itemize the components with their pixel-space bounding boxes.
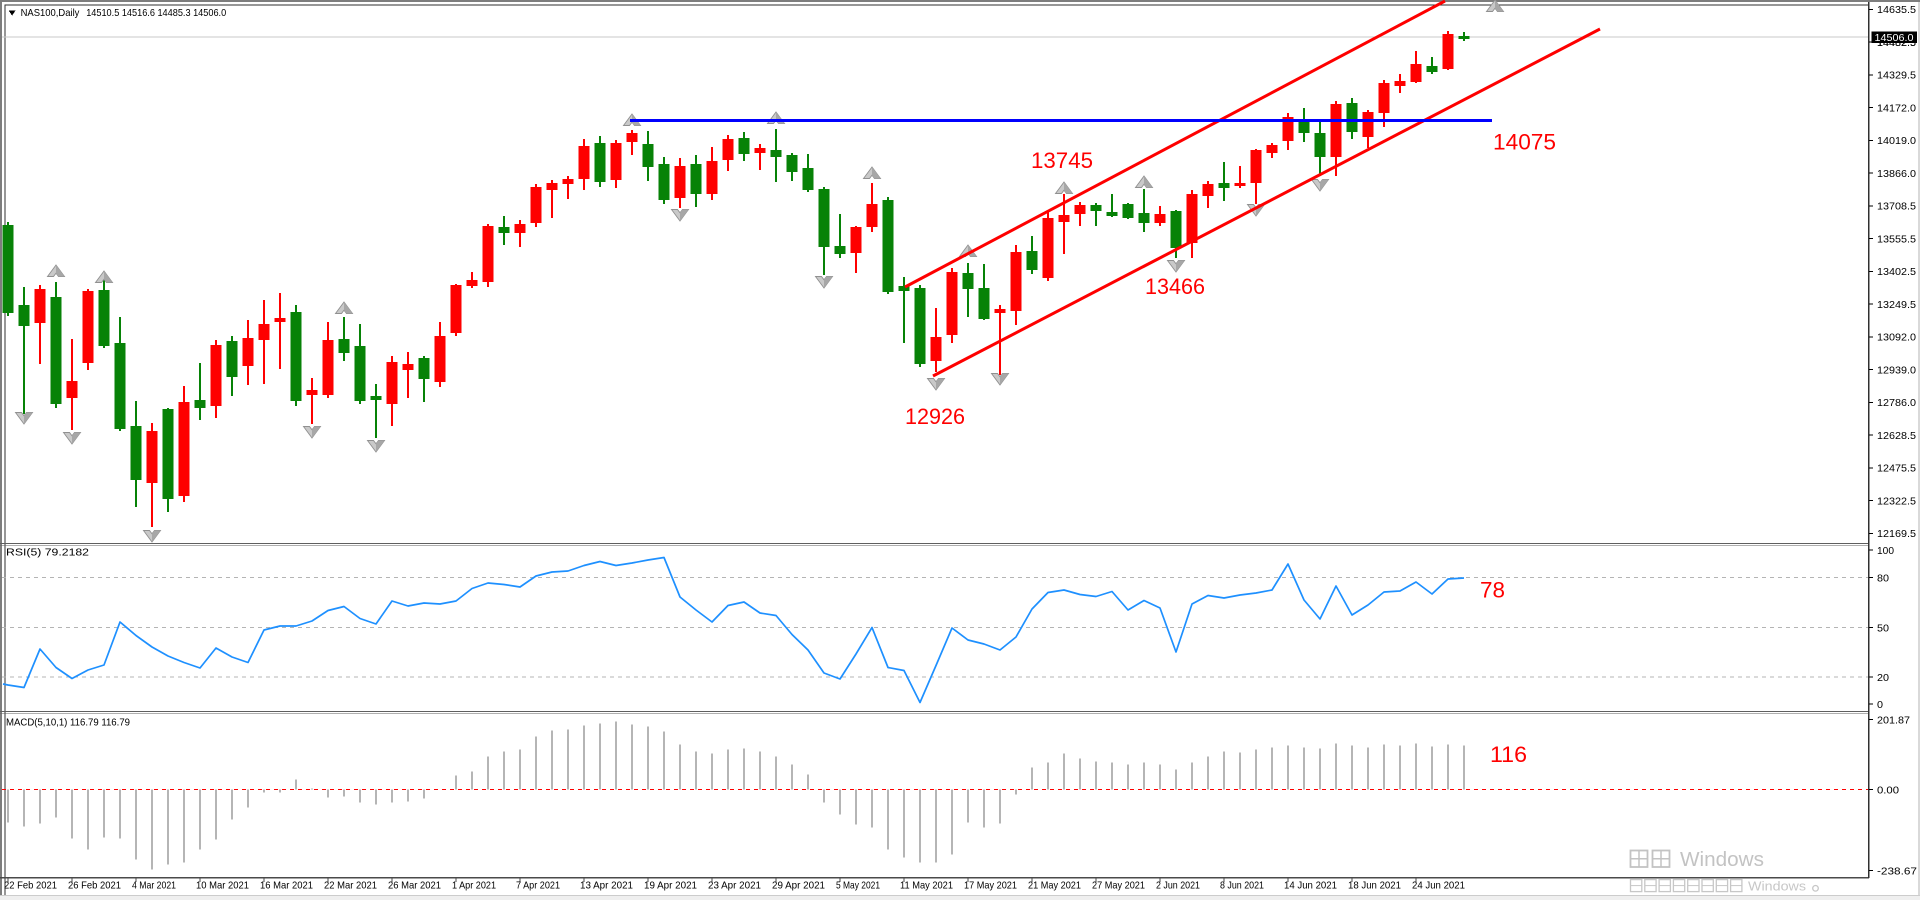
svg-text:RSI(5) 79.2182: RSI(5) 79.2182 — [6, 547, 89, 559]
svg-text:13555.5: 13555.5 — [1877, 234, 1916, 246]
svg-text:12926: 12926 — [905, 404, 965, 429]
svg-text:Windows: Windows — [1748, 879, 1807, 894]
svg-text:1 Apr 2021: 1 Apr 2021 — [452, 880, 496, 892]
svg-text:MACD(5,10,1) 116.79 116.79: MACD(5,10,1) 116.79 116.79 — [6, 717, 130, 729]
svg-text:-238.67: -238.67 — [1877, 865, 1917, 877]
svg-text:14635.5: 14635.5 — [1877, 4, 1916, 16]
svg-text:16 Mar 2021: 16 Mar 2021 — [260, 880, 313, 892]
svg-text:13745: 13745 — [1031, 148, 1093, 173]
svg-text:12322.5: 12322.5 — [1877, 495, 1916, 507]
svg-text:10 Mar 2021: 10 Mar 2021 — [196, 880, 249, 892]
svg-text:29 Apr 2021: 29 Apr 2021 — [772, 880, 825, 892]
svg-text:11 May 2021: 11 May 2021 — [900, 880, 953, 892]
svg-text:13708.5: 13708.5 — [1877, 201, 1916, 213]
svg-text:27 May 2021: 27 May 2021 — [1092, 880, 1145, 892]
svg-text:13466: 13466 — [1145, 274, 1205, 299]
svg-text:13 Apr 2021: 13 Apr 2021 — [580, 880, 633, 892]
svg-text:21 May 2021: 21 May 2021 — [1028, 880, 1081, 892]
svg-text:12475.5: 12475.5 — [1877, 463, 1916, 475]
svg-text:8 Jun 2021: 8 Jun 2021 — [1220, 880, 1264, 892]
svg-text:100: 100 — [1877, 545, 1894, 557]
svg-text:NAS100,Daily: NAS100,Daily — [21, 7, 80, 19]
svg-text:14506.0: 14506.0 — [1875, 32, 1914, 44]
svg-text:14019.0: 14019.0 — [1877, 135, 1916, 147]
svg-text:12939.0: 12939.0 — [1877, 364, 1916, 376]
svg-text:13092.0: 13092.0 — [1877, 332, 1916, 344]
svg-text:22 Feb 2021: 22 Feb 2021 — [4, 880, 57, 892]
svg-text:12169.5: 12169.5 — [1877, 528, 1916, 540]
svg-text:201.87: 201.87 — [1877, 714, 1910, 726]
svg-text:50: 50 — [1877, 622, 1889, 634]
svg-text:26 Feb 2021: 26 Feb 2021 — [68, 880, 121, 892]
svg-text:0: 0 — [1877, 699, 1883, 711]
svg-text:24 Jun 2021: 24 Jun 2021 — [1412, 880, 1465, 892]
svg-text:2 Jun 2021: 2 Jun 2021 — [1156, 880, 1200, 892]
svg-text:78: 78 — [1480, 578, 1505, 603]
svg-text:12786.0: 12786.0 — [1877, 397, 1916, 409]
svg-text:13249.5: 13249.5 — [1877, 299, 1916, 311]
svg-text:14329.5: 14329.5 — [1877, 70, 1916, 82]
svg-text:14172.0: 14172.0 — [1877, 103, 1916, 115]
svg-text:0.00: 0.00 — [1877, 784, 1899, 796]
svg-text:13402.5: 13402.5 — [1877, 266, 1916, 278]
svg-text:20: 20 — [1877, 672, 1889, 684]
svg-text:18 Jun 2021: 18 Jun 2021 — [1348, 880, 1401, 892]
svg-text:12628.5: 12628.5 — [1877, 430, 1916, 442]
svg-text:116: 116 — [1490, 742, 1527, 767]
svg-text:7 Apr 2021: 7 Apr 2021 — [516, 880, 560, 892]
svg-text:14075: 14075 — [1493, 130, 1556, 155]
svg-text:23 Apr 2021: 23 Apr 2021 — [708, 880, 761, 892]
svg-text:13866.0: 13866.0 — [1877, 168, 1916, 180]
svg-text:17 May 2021: 17 May 2021 — [964, 880, 1017, 892]
svg-text:26 Mar 2021: 26 Mar 2021 — [388, 880, 441, 892]
svg-text:14 Jun 2021: 14 Jun 2021 — [1284, 880, 1337, 892]
svg-text:19 Apr 2021: 19 Apr 2021 — [644, 880, 697, 892]
svg-text:5 May 2021: 5 May 2021 — [836, 880, 880, 892]
svg-text:80: 80 — [1877, 572, 1889, 584]
svg-text:Windows: Windows — [1680, 849, 1764, 871]
svg-text:4 Mar 2021: 4 Mar 2021 — [132, 880, 176, 892]
svg-text:22 Mar 2021: 22 Mar 2021 — [324, 880, 377, 892]
svg-text:14510.5 14516.6 14485.3 14506.: 14510.5 14516.6 14485.3 14506.0 — [86, 7, 226, 19]
